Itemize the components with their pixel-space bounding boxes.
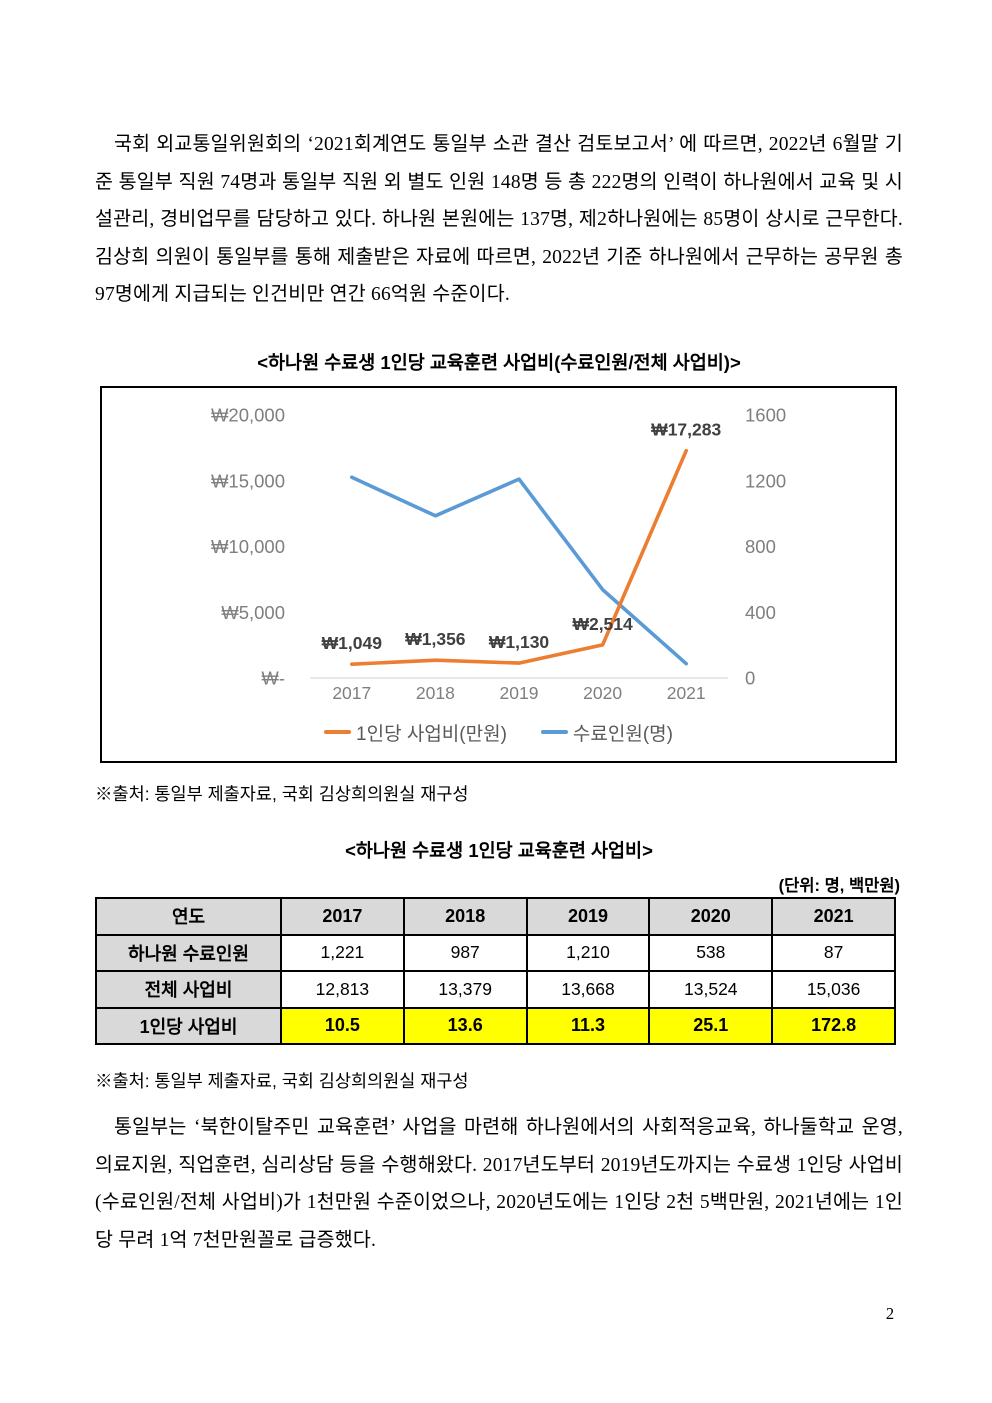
legend-line-swatch [324, 730, 352, 734]
left-axis-tick-label: ₩- [261, 668, 285, 689]
table-row-label: 전체 사업비 [95, 970, 282, 1009]
table-cell: 987 [402, 933, 528, 972]
table-cell: 13.6 [402, 1006, 528, 1045]
table-cell: 1,210 [525, 933, 651, 972]
table-cell: 13,668 [525, 970, 651, 1009]
table-header-cell: 2021 [771, 897, 896, 936]
source-note-table: ※출처: 통일부 제출자료, 국회 김상희의원실 재구성 [95, 1071, 469, 1091]
data-point-label: ₩17,283 [651, 420, 721, 440]
table-cell: 11.3 [525, 1006, 651, 1045]
table-cell: 13,379 [402, 970, 528, 1009]
legend-line-swatch [540, 730, 568, 734]
table-cell: 172.8 [771, 1006, 896, 1045]
table-header-cell: 2020 [648, 897, 774, 936]
chart-title: <하나원 수료생 1인당 교육훈련 사업비(수료인원/전체 사업비)> [257, 352, 741, 373]
x-axis-category-label: 2019 [500, 683, 539, 703]
table-row-label: 1인당 사업비 [95, 1006, 282, 1045]
table-row-label: 하나원 수료인원 [95, 933, 282, 972]
x-axis-category-label: 2018 [416, 683, 455, 703]
left-axis-tick-label: ₩5,000 [221, 602, 285, 623]
data-table: 연도 2017 2018 2019 2020 2021 하나원 수료인원 1,221 987 1,… [95, 897, 896, 1045]
chart-legend: 1인당 사업비(만원) 수료인원(명) [102, 711, 895, 753]
data-point-label: ₩1,049 [322, 633, 383, 653]
table-cell: 13,524 [648, 970, 774, 1009]
table-cell: 10.5 [280, 1006, 405, 1045]
left-axis-tick-label: ₩10,000 [211, 536, 285, 557]
right-axis-tick-label: 400 [745, 602, 776, 623]
table-header-cell: 연도 [95, 897, 282, 936]
table-row: 1인당 사업비 10.5 13.6 11.3 25.1 172.8 [95, 1006, 896, 1045]
source-note-chart: ※출처: 통일부 제출자료, 국회 김상희의원실 재구성 [95, 784, 469, 804]
x-axis-category-label: 2017 [332, 683, 371, 703]
left-axis-tick-label: ₩20,000 [211, 405, 285, 426]
per-capita-cost-line [350, 448, 689, 667]
table-header-cell: 2019 [525, 897, 651, 936]
table-title: <하나원 수료생 1인당 교육훈련 사업비> [345, 840, 653, 861]
table-header-cell: 2018 [402, 897, 528, 936]
table-cell: 87 [771, 933, 896, 972]
table-cell: 1,221 [280, 933, 405, 972]
x-axis-category-label: 2020 [583, 683, 622, 703]
right-axis-tick-label: 800 [745, 536, 776, 557]
data-point-label: ₩1,356 [405, 629, 466, 649]
x-axis-category-label: 2021 [667, 683, 706, 703]
page-number: 2 [885, 1304, 895, 1323]
legend-item-per-capita-cost: 1인당 사업비(만원) [324, 719, 507, 746]
table-header-row: 연도 2017 2018 2019 2020 2021 [95, 897, 896, 936]
line-chart: ₩20,000 ₩15,000 ₩10,000 ₩5,000 ₩- 1600 1200 800… [211, 405, 786, 704]
table-cell: 15,036 [771, 970, 896, 1009]
body-paragraph-2: 통일부는 ‘북한이탈주민 교육훈련’ 사업을 마련해 하나원에서의 사회적응교육… [95, 1117, 903, 1251]
table-cell: 12,813 [280, 970, 405, 1009]
legend-label: 1인당 사업비(만원) [356, 723, 507, 745]
data-point-label: ₩2,514 [572, 614, 633, 634]
table-row: 하나원 수료인원 1,221 987 1,210 538 87 [95, 933, 896, 972]
legend-label: 수료인원(명) [572, 723, 673, 745]
table-cell: 25.1 [648, 1006, 774, 1045]
graduates-count-line [350, 475, 689, 666]
right-axis-tick-label: 1200 [745, 470, 786, 491]
left-axis-tick-label: ₩15,000 [211, 470, 285, 491]
right-axis-tick-label: 1600 [745, 405, 786, 426]
table-row: 전체 사업비 12,813 13,379 13,668 13,524 15,036 [95, 970, 896, 1009]
body-paragraph-1: 국회 외교통일위원회의 ‘2021회계연도 통일부 소관 결산 검토보고서’ 에… [95, 134, 903, 305]
table-header-cell: 2017 [280, 897, 405, 936]
table-cell: 538 [648, 933, 774, 972]
table-unit-note: (단위: 명, 백만원) [778, 877, 900, 895]
legend-item-graduates: 수료인원(명) [540, 719, 673, 746]
right-axis-tick-label: 0 [745, 668, 755, 689]
data-point-label: ₩1,130 [489, 632, 550, 652]
chart-frame: ₩20,000 ₩15,000 ₩10,000 ₩5,000 ₩- 1600 1200 800… [100, 386, 897, 763]
